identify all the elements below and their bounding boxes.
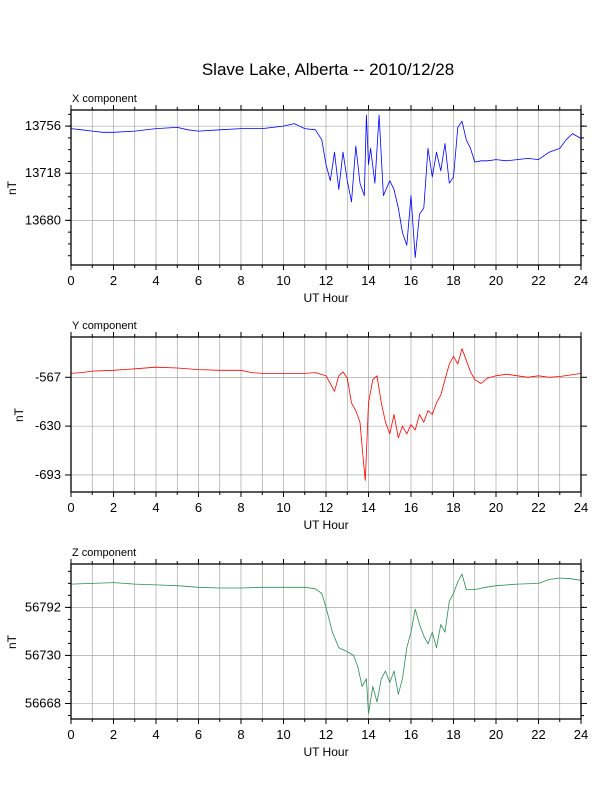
x-component-series-line — [70, 114, 582, 259]
x-component-x-tick-label: 20 — [489, 273, 503, 288]
y-component-x-tick-label: 2 — [110, 500, 117, 515]
z-component-x-tick-label: 4 — [152, 727, 159, 742]
z-component-y-axis-label: nT — [5, 634, 19, 649]
z-component-series-line — [70, 573, 582, 714]
x-component-x-tick-label: 2 — [110, 273, 117, 288]
z-component-x-tick-label: 6 — [195, 727, 202, 742]
z-component-x-tick-label: 8 — [237, 727, 244, 742]
x-component-panel: X component nT UT Hour 0 2 4 6 8 10 12 14 16 18 20… — [5, 93, 588, 305]
z-component-x-tick-label: 24 — [574, 727, 588, 742]
y-component-x-tick-label: 0 — [67, 500, 74, 515]
x-component-x-tick-label: 18 — [446, 273, 460, 288]
x-component-y-tick-label: 13680 — [25, 212, 61, 227]
x-component-y-tick-label: 13756 — [25, 118, 61, 133]
x-component-x-tick-label: 22 — [531, 273, 545, 288]
y-component-series-line — [70, 348, 582, 481]
x-component-x-tick-label: 6 — [195, 273, 202, 288]
z-component-x-tick-label: 18 — [446, 727, 460, 742]
z-component-x-tick-label: 10 — [276, 727, 290, 742]
z-component-x-tick-label: 20 — [489, 727, 503, 742]
z-component-x-tick-label: 12 — [319, 727, 333, 742]
figure-title: Slave Lake, Alberta -- 2010/12/28 — [202, 60, 454, 79]
x-component-x-tick-label: 24 — [574, 273, 588, 288]
y-component-x-tick-label: 6 — [195, 500, 202, 515]
y-component-y-axis-label: nT — [12, 407, 26, 422]
y-component-y-tick-label: -567 — [35, 369, 61, 384]
z-component-x-tick-label: 0 — [67, 727, 74, 742]
y-component-x-tick-label: 10 — [276, 500, 290, 515]
z-component-x-tick-label: 16 — [404, 727, 418, 742]
z-component-panel: Z component nT UT Hour 0 2 4 6 8 10 12 14 16 18 20… — [5, 547, 588, 759]
y-component-x-tick-label: 4 — [152, 500, 159, 515]
y-component-x-tick-label: 14 — [361, 500, 375, 515]
x-component-x-tick-label: 16 — [404, 273, 418, 288]
y-component-x-tick-label: 12 — [319, 500, 333, 515]
y-component-x-tick-label: 22 — [531, 500, 545, 515]
x-component-y-axis-label: nT — [5, 180, 19, 195]
y-component-y-tick-label: -630 — [35, 418, 61, 433]
x-component-title: X component — [72, 93, 137, 105]
y-component-x-axis-label: UT Hour — [303, 518, 348, 532]
x-component-y-tick-label: 13718 — [25, 165, 61, 180]
y-component-panel: Y component nT UT Hour 0 2 4 6 8 10 12 14 16 18 20… — [12, 320, 588, 532]
y-component-x-tick-label: 8 — [237, 500, 244, 515]
y-component-x-tick-label: 16 — [404, 500, 418, 515]
z-component-title: Z component — [72, 547, 136, 559]
x-component-x-tick-label: 4 — [152, 273, 159, 288]
z-component-x-tick-label: 14 — [361, 727, 375, 742]
y-component-x-tick-label: 18 — [446, 500, 460, 515]
x-component-x-tick-label: 12 — [319, 273, 333, 288]
z-component-x-tick-label: 2 — [110, 727, 117, 742]
x-component-x-axis-label: UT Hour — [303, 291, 348, 305]
x-component-x-tick-label: 8 — [237, 273, 244, 288]
x-component-x-tick-label: 0 — [67, 273, 74, 288]
z-component-x-tick-label: 22 — [531, 727, 545, 742]
x-component-x-tick-label: 10 — [276, 273, 290, 288]
y-component-x-tick-label: 24 — [574, 500, 588, 515]
y-component-x-tick-label: 20 — [489, 500, 503, 515]
x-component-x-tick-label: 14 — [361, 273, 375, 288]
z-component-y-tick-label: 56730 — [25, 647, 61, 662]
z-component-y-tick-label: 56668 — [25, 696, 61, 711]
z-component-x-axis-label: UT Hour — [303, 745, 348, 759]
y-component-title: Y component — [72, 320, 137, 332]
y-component-y-tick-label: -693 — [35, 467, 61, 482]
z-component-y-tick-label: 56792 — [25, 599, 61, 614]
